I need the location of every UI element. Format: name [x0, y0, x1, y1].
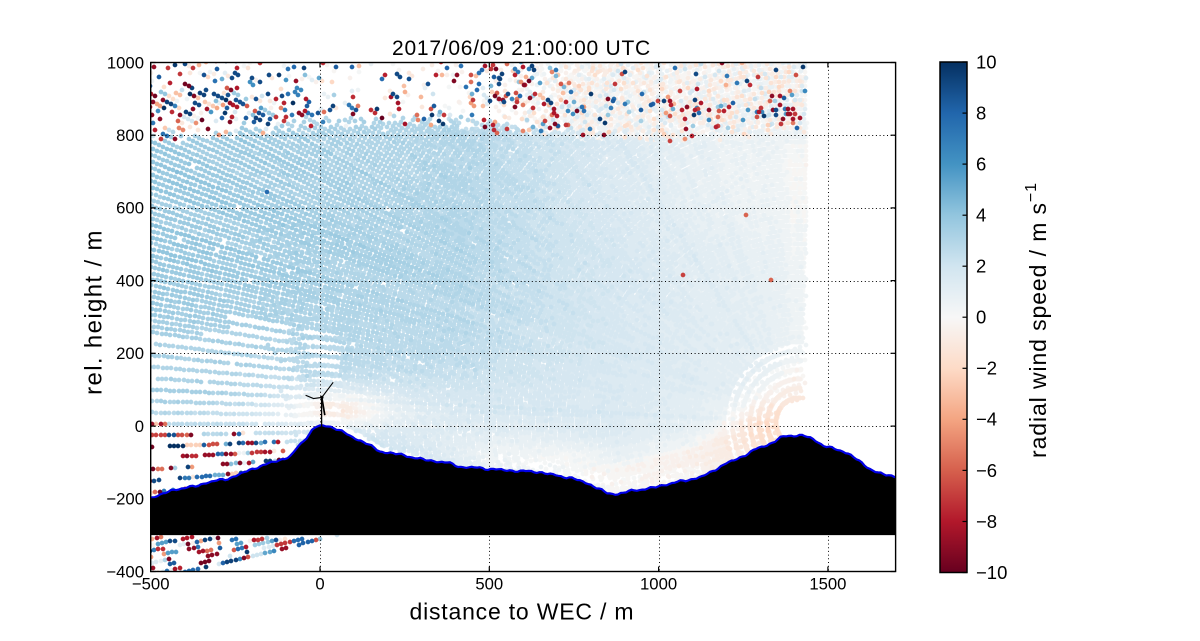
svg-text:1500: 1500 — [809, 575, 846, 594]
svg-text:radial wind speed / m s−1: radial wind speed / m s−1 — [1023, 182, 1051, 458]
svg-text:1000: 1000 — [107, 53, 144, 72]
svg-text:−200: −200 — [106, 490, 144, 509]
svg-text:800: 800 — [116, 126, 144, 145]
svg-text:6: 6 — [976, 154, 986, 175]
svg-text:500: 500 — [475, 575, 503, 594]
svg-text:−400: −400 — [106, 562, 144, 581]
svg-text:10: 10 — [976, 51, 997, 72]
svg-text:600: 600 — [116, 199, 144, 218]
svg-text:0: 0 — [976, 307, 986, 328]
svg-text:−10: −10 — [976, 562, 1007, 583]
svg-text:1000: 1000 — [640, 575, 677, 594]
svg-text:0: 0 — [135, 417, 144, 436]
svg-text:rel. height / m: rel. height / m — [81, 229, 108, 395]
svg-text:2: 2 — [976, 256, 986, 277]
svg-text:0: 0 — [315, 575, 324, 594]
svg-text:−8: −8 — [976, 511, 997, 532]
svg-text:2017/06/09 21:00:00 UTC: 2017/06/09 21:00:00 UTC — [392, 37, 651, 60]
svg-text:−4: −4 — [976, 409, 997, 430]
svg-text:8: 8 — [976, 103, 986, 124]
svg-text:distance to WEC / m: distance to WEC / m — [409, 599, 634, 625]
svg-text:−6: −6 — [976, 460, 997, 481]
svg-text:−500: −500 — [132, 575, 170, 594]
svg-text:−2: −2 — [976, 358, 997, 379]
svg-text:200: 200 — [116, 344, 144, 363]
svg-text:4: 4 — [976, 205, 986, 226]
svg-text:400: 400 — [116, 271, 144, 290]
